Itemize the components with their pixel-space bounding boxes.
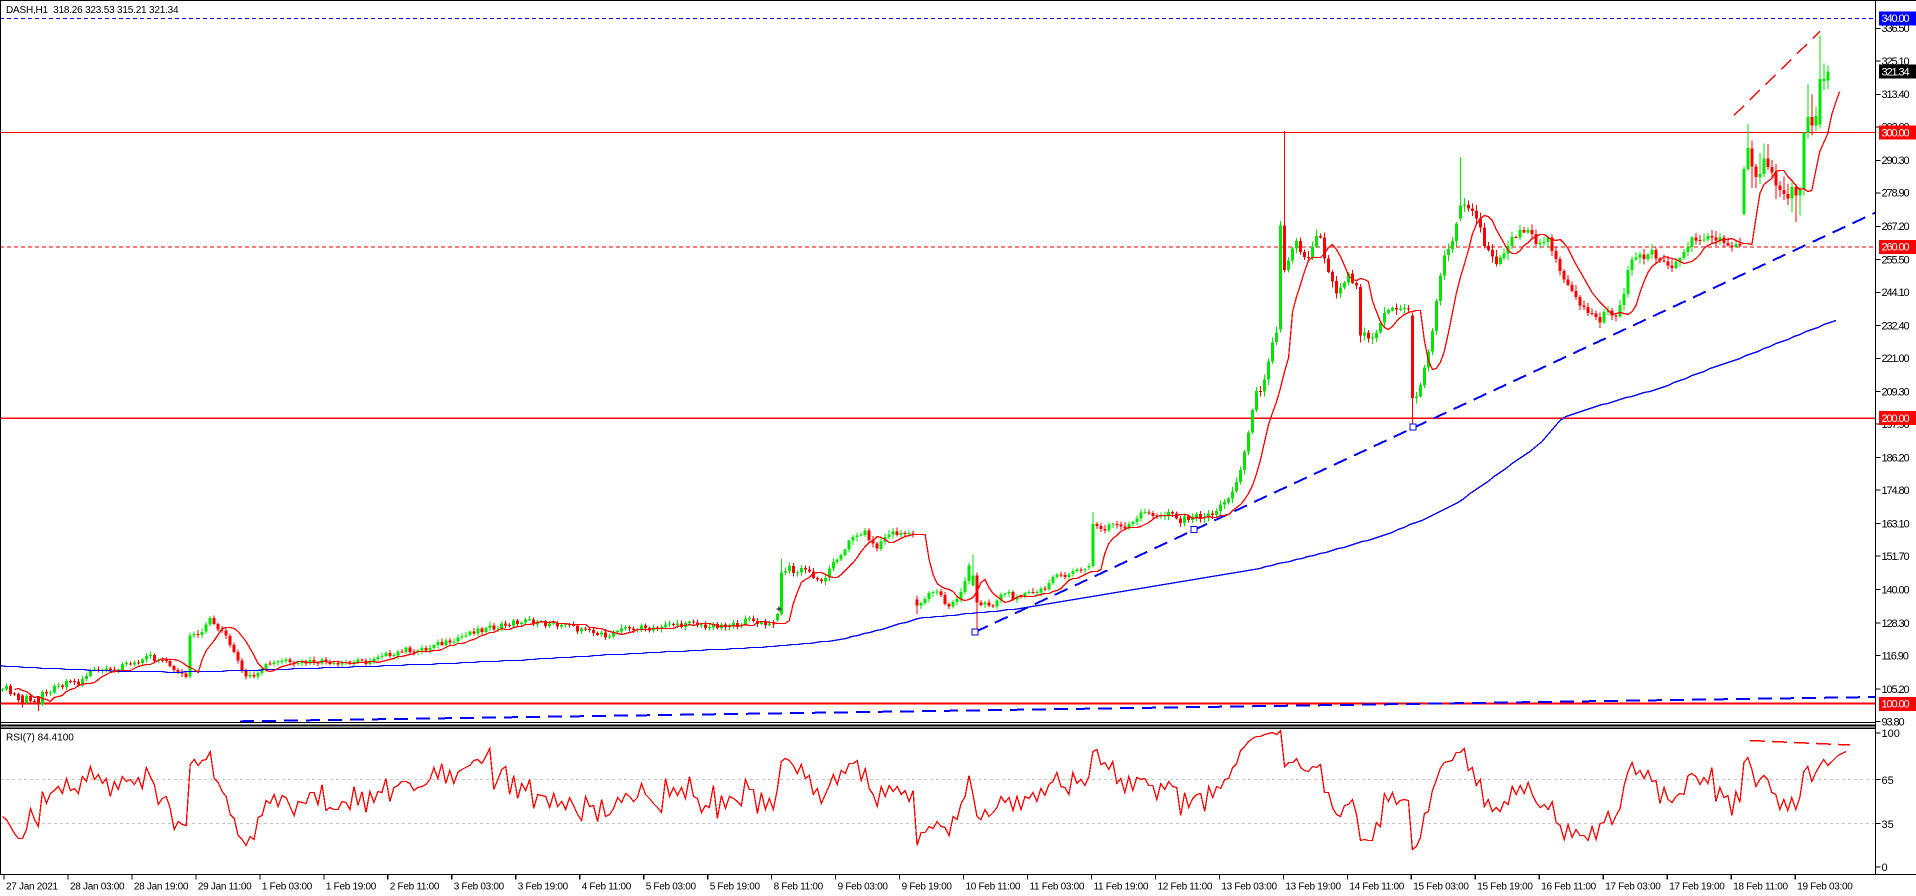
svg-text:13 Feb 19:00: 13 Feb 19:00 (1285, 882, 1341, 893)
svg-text:15 Feb 19:00: 15 Feb 19:00 (1477, 882, 1533, 893)
svg-text:17 Feb 03:00: 17 Feb 03:00 (1605, 882, 1661, 893)
svg-text:15 Feb 03:00: 15 Feb 03:00 (1413, 882, 1469, 893)
svg-text:4 Feb 11:00: 4 Feb 11:00 (582, 882, 632, 893)
svg-text:209.30: 209.30 (1882, 387, 1910, 399)
svg-text:35: 35 (1882, 819, 1894, 831)
svg-text:151.70: 151.70 (1882, 551, 1910, 563)
svg-text:336.50: 336.50 (1882, 23, 1910, 35)
svg-text:65: 65 (1882, 775, 1894, 787)
svg-text:174.80: 174.80 (1882, 485, 1910, 497)
svg-text:290.30: 290.30 (1882, 155, 1910, 167)
svg-text:18 Feb 11:00: 18 Feb 11:00 (1733, 882, 1788, 893)
svg-text:11 Feb 19:00: 11 Feb 19:00 (1094, 882, 1149, 893)
svg-text:255.50: 255.50 (1882, 255, 1910, 267)
svg-text:186.20: 186.20 (1882, 453, 1910, 465)
svg-text:28 Jan 03:00: 28 Jan 03:00 (70, 882, 125, 893)
svg-text:DASH,H1 318.26 323.53 315.21: DASH,H1 318.26 323.53 315.21 321.34 (6, 5, 179, 16)
svg-text:17 Feb 19:00: 17 Feb 19:00 (1669, 882, 1725, 893)
svg-text:28 Jan 19:00: 28 Jan 19:00 (134, 882, 189, 893)
svg-text:313.40: 313.40 (1882, 89, 1910, 101)
svg-text:116.90: 116.90 (1882, 650, 1909, 662)
svg-text:232.40: 232.40 (1882, 321, 1910, 333)
svg-text:1 Feb 19:00: 1 Feb 19:00 (326, 882, 377, 893)
svg-text:19 Feb 03:00: 19 Feb 03:00 (1797, 882, 1853, 893)
svg-text:321.34: 321.34 (1882, 67, 1910, 79)
svg-text:221.00: 221.00 (1882, 353, 1910, 365)
svg-text:5 Feb 19:00: 5 Feb 19:00 (710, 882, 761, 893)
svg-text:100: 100 (1882, 728, 1900, 740)
svg-text:3 Feb 03:00: 3 Feb 03:00 (454, 882, 505, 893)
svg-text:RSI(7) 84.4100: RSI(7) 84.4100 (6, 733, 74, 744)
svg-text:9 Feb 03:00: 9 Feb 03:00 (838, 882, 889, 893)
svg-text:244.10: 244.10 (1882, 287, 1910, 299)
svg-text:3 Feb 19:00: 3 Feb 19:00 (518, 882, 569, 893)
svg-text:105.20: 105.20 (1882, 684, 1910, 696)
svg-text:13 Feb 03:00: 13 Feb 03:00 (1221, 882, 1277, 893)
svg-text:29 Jan 11:00: 29 Jan 11:00 (198, 882, 252, 893)
svg-text:2 Feb 11:00: 2 Feb 11:00 (390, 882, 440, 893)
svg-text:260.00: 260.00 (1882, 242, 1910, 254)
svg-text:10 Feb 11:00: 10 Feb 11:00 (966, 882, 1021, 893)
svg-text:200.00: 200.00 (1882, 413, 1910, 425)
svg-text:11 Feb 03:00: 11 Feb 03:00 (1030, 882, 1085, 893)
svg-text:5 Feb 03:00: 5 Feb 03:00 (646, 882, 697, 893)
svg-text:0: 0 (1882, 862, 1888, 874)
svg-text:93.80: 93.80 (1882, 716, 1905, 728)
svg-text:9 Feb 19:00: 9 Feb 19:00 (902, 882, 953, 893)
svg-text:8 Feb 11:00: 8 Feb 11:00 (774, 882, 824, 893)
svg-text:278.90: 278.90 (1882, 188, 1910, 200)
svg-text:1 Feb 03:00: 1 Feb 03:00 (262, 882, 313, 893)
svg-text:16 Feb 11:00: 16 Feb 11:00 (1541, 882, 1596, 893)
svg-text:14 Feb 11:00: 14 Feb 11:00 (1349, 882, 1404, 893)
svg-text:267.20: 267.20 (1882, 221, 1910, 233)
svg-text:128.30: 128.30 (1882, 618, 1910, 630)
svg-text:12 Feb 11:00: 12 Feb 11:00 (1158, 882, 1213, 893)
svg-text:340.00: 340.00 (1882, 13, 1910, 25)
svg-text:300.00: 300.00 (1882, 127, 1910, 139)
svg-text:140.00: 140.00 (1882, 584, 1910, 596)
svg-text:163.10: 163.10 (1882, 518, 1910, 530)
svg-text:27 Jan 2021: 27 Jan 2021 (6, 882, 58, 893)
svg-text:100.00: 100.00 (1882, 699, 1910, 711)
